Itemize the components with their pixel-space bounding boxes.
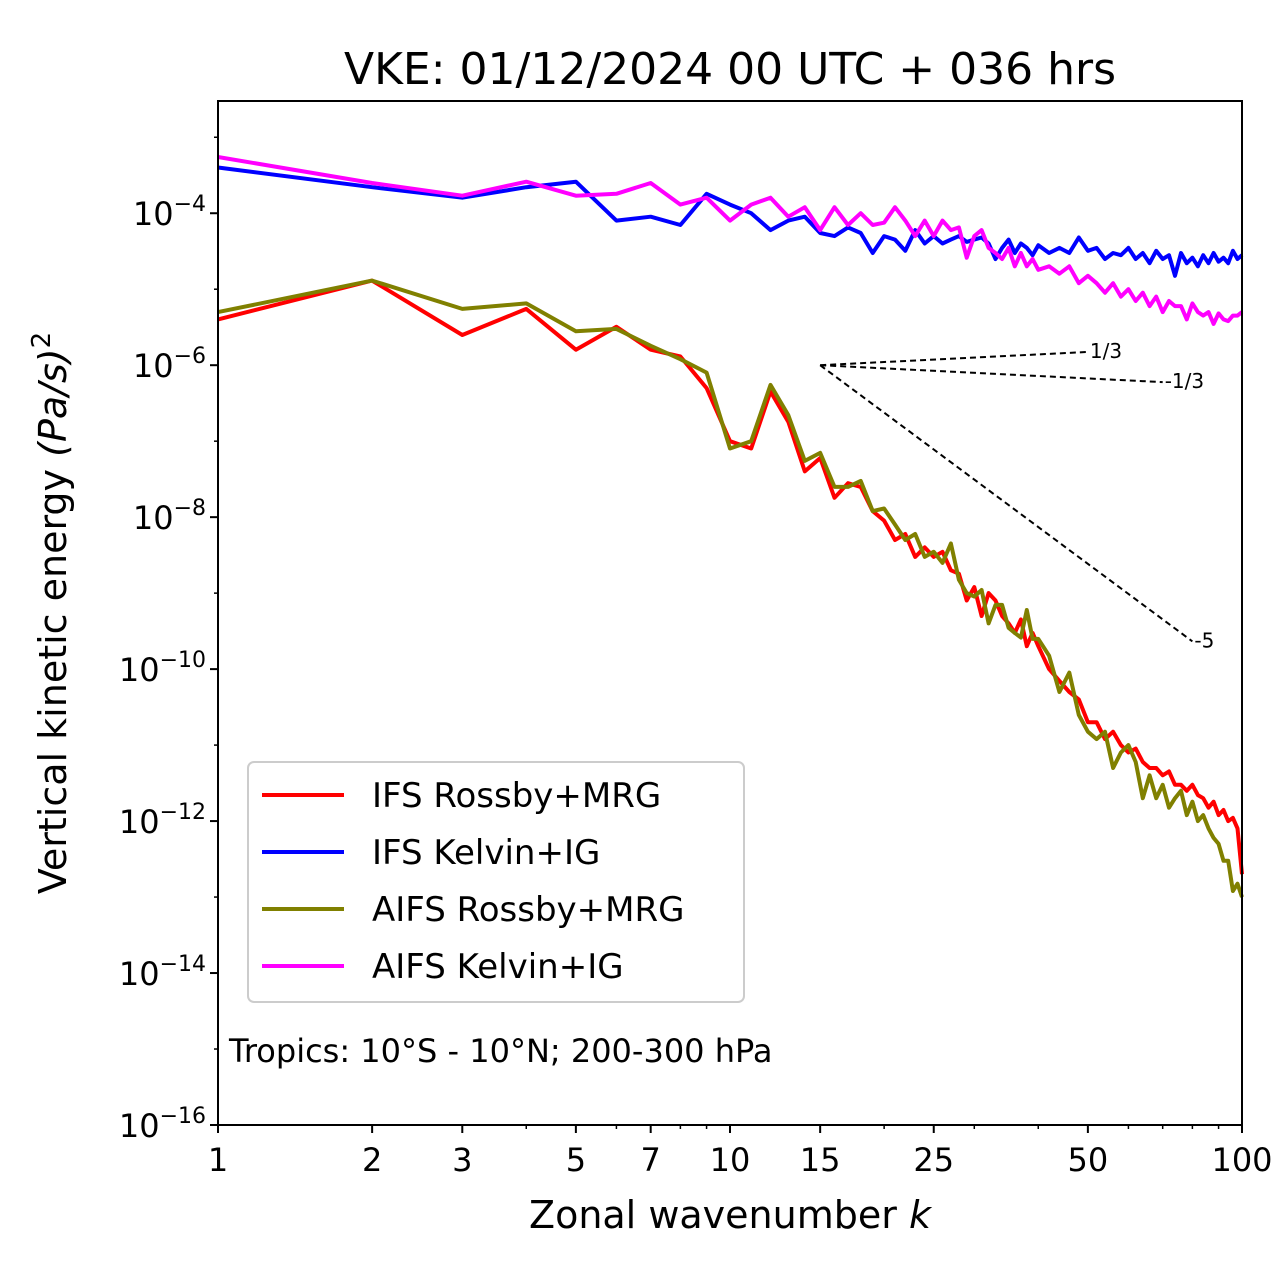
series-line-2 <box>217 278 1244 898</box>
slope-label-1: -1/3 <box>1165 369 1204 393</box>
x-tick-label-7: 25 <box>913 1141 954 1179</box>
y-axis-label: Vertical kinetic energy (Pa/s)2 <box>27 332 75 894</box>
legend-label-3: AIFS Kelvin+IG <box>372 947 624 987</box>
x-axis-label: Zonal wavenumber k <box>529 1193 933 1237</box>
y-tick-label-1: 10−6 <box>133 344 206 385</box>
series-line-3 <box>217 155 1244 326</box>
x-tick-label-4: 7 <box>641 1141 661 1179</box>
x-tick-label-8: 50 <box>1068 1141 1109 1179</box>
chart-title: VKE: 01/12/2024 00 UTC + 036 hrs <box>344 44 1116 95</box>
slope-label-2: -5 <box>1194 628 1214 652</box>
series-layer <box>217 155 1244 898</box>
x-tick-label-6: 15 <box>800 1141 841 1179</box>
y-tick-label-3: 10−10 <box>119 648 206 689</box>
y-tick-label-5: 10−14 <box>119 952 206 993</box>
x-tick-label-0: 1 <box>208 1141 228 1179</box>
slope-line-1 <box>820 364 1163 384</box>
x-tick-label-5: 10 <box>710 1141 751 1179</box>
x-tick-label-9: 100 <box>1211 1141 1272 1179</box>
legend-entries: IFS Rossby+MRG IFS Kelvin+IG AIFS Rossby+M… <box>262 776 684 987</box>
x-tick-label-2: 3 <box>452 1141 472 1179</box>
y-tick-label-0: 10−4 <box>133 192 206 233</box>
slope-line-2 <box>819 364 1193 643</box>
y-tick-label-6: 10−16 <box>119 1104 206 1145</box>
slope-label-0: 1/3 <box>1090 339 1122 363</box>
legend: IFS Rossby+MRG IFS Kelvin+IG AIFS Rossby+M… <box>247 761 745 1003</box>
series-line-1 <box>217 165 1244 278</box>
legend-label-1: IFS Kelvin+IG <box>372 833 600 873</box>
legend-box <box>247 761 745 1003</box>
y-tick-label-2: 10−8 <box>133 496 206 537</box>
legend-label-2: AIFS Rossby+MRG <box>372 890 684 930</box>
slope-line-0 <box>820 350 1088 367</box>
x-tick-label-1: 2 <box>362 1141 382 1179</box>
legend-label-0: IFS Rossby+MRG <box>372 776 661 816</box>
y-tick-label-4: 10−12 <box>119 800 206 841</box>
axis-ticks: 1 2 3 5 7 10 15 25 50 100 10−4 10−6 10−8 10−10 10−12 10… <box>119 136 1273 1179</box>
region-annotation: Tropics: 10°S - 10°N; 200-300 hPa <box>228 1032 772 1070</box>
reference-slopes: 1/3 -1/3 -5 <box>819 339 1214 652</box>
x-tick-label-3: 5 <box>566 1141 586 1179</box>
